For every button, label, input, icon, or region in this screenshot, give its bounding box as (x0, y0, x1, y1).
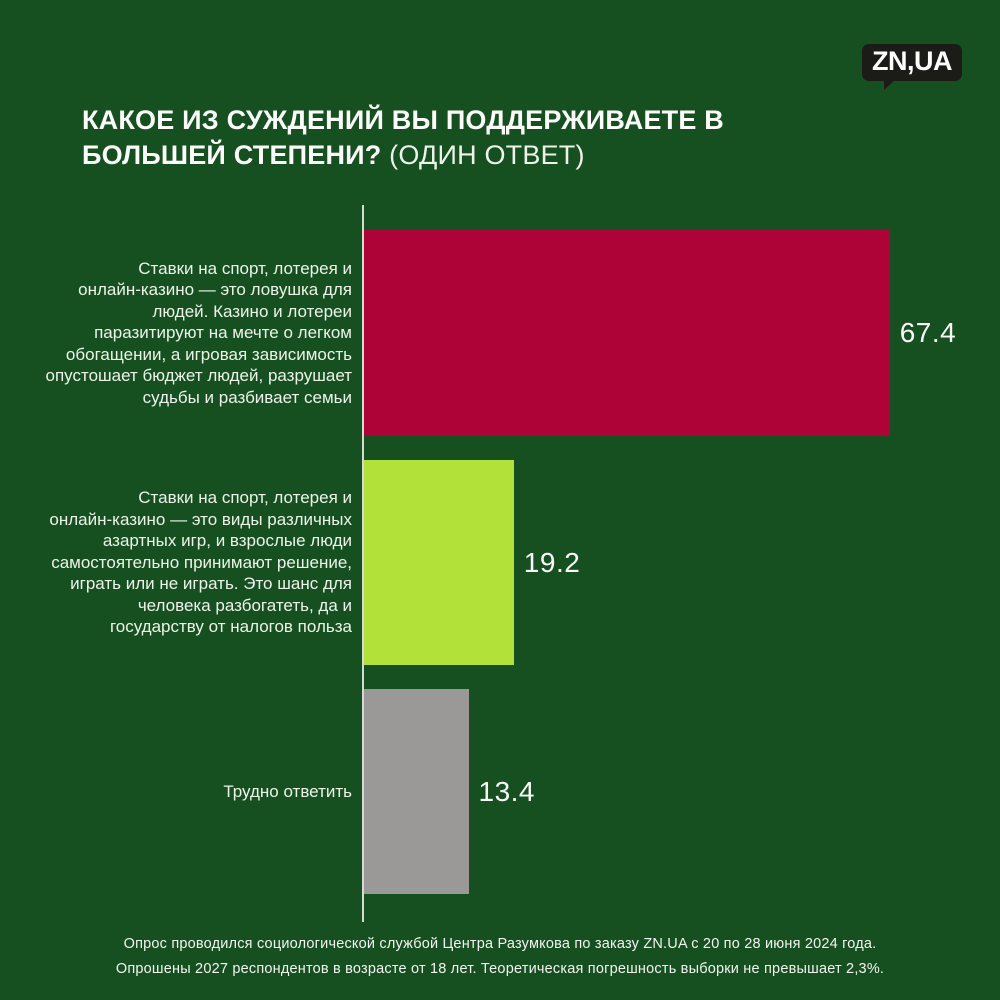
page-title-main: КАКОЕ ИЗ СУЖДЕНИЙ ВЫ ПОДДЕРЖИВАЕТЕ В БОЛ… (82, 105, 724, 170)
footer-note: Опрос проводился социологической службой… (0, 932, 1000, 982)
bar-row-3: Трудно ответить 13.4 (0, 689, 1000, 894)
y-axis-line (362, 205, 364, 922)
footer-line-1: Опрос проводился социологической службой… (123, 936, 877, 952)
bar-1 (364, 230, 890, 436)
page-title-suffix: (ОДИН ОТВЕТ) (381, 140, 585, 170)
znua-logo-text: ZN,UA (872, 46, 953, 76)
bar-row-1: Ставки на спорт, лотерея и онлайн-казино… (0, 230, 1000, 436)
bar-value-2: 19.2 (523, 546, 581, 578)
bar-3 (364, 689, 469, 894)
footer-line-2: Опрошены 2027 респондентов в возрасте от… (115, 961, 885, 977)
bar-label-3: Трудно ответить (223, 781, 352, 801)
bar-label-2: Ставки на спорт, лотерея и онлайн-казино… (49, 488, 352, 637)
bar-value-1: 67.4 (899, 317, 957, 348)
page-title: КАКОЕ ИЗ СУЖДЕНИЙ ВЫ ПОДДЕРЖИВАЕТЕ В БОЛ… (82, 103, 962, 173)
bar-row-2: Ставки на спорт, лотерея и онлайн-казино… (0, 460, 1000, 665)
bar-track-2: 19.2 (364, 460, 580, 665)
bar-track-1: 67.4 (364, 230, 956, 436)
bar-label-1: Ставки на спорт, лотерея и онлайн-казино… (45, 258, 352, 407)
bar-track-3: 13.4 (364, 689, 535, 894)
znua-logo: ZN,UA (862, 44, 962, 90)
bar-2 (364, 460, 514, 665)
bar-value-3: 13.4 (478, 775, 535, 807)
